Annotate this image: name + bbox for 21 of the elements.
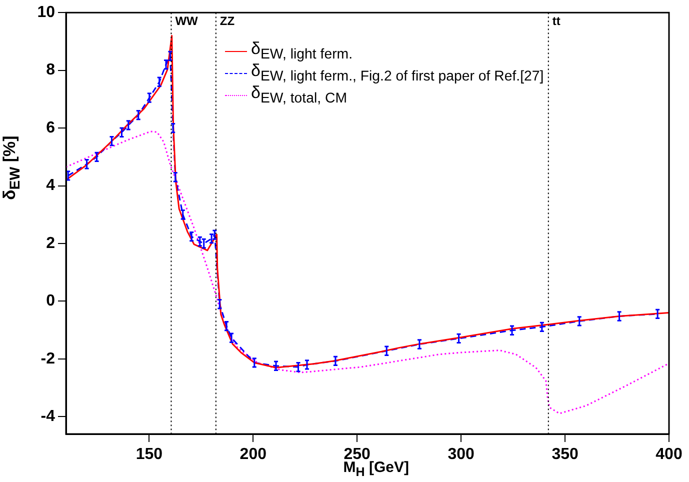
legend-label: δ$_{EW, light ferm., Fig.2 of first paper of Ref.[27]}$ bbox=[251, 61, 544, 85]
x-tick-label: 400 bbox=[656, 446, 682, 464]
legend-label: δ$_{EW, light ferm.}$ bbox=[251, 39, 353, 63]
x-tick-label: 350 bbox=[552, 446, 578, 464]
ref-line-label: ZZ bbox=[220, 14, 235, 28]
y-tick-label: 0 bbox=[46, 292, 56, 310]
x-tick-label: 200 bbox=[240, 446, 267, 464]
x-tick-label: 300 bbox=[448, 446, 475, 464]
y-tick-label: -2 bbox=[40, 350, 56, 368]
legend-label: δ$_{EW, total, CM}$ bbox=[251, 83, 347, 107]
y-tick-label: 2 bbox=[46, 234, 56, 252]
x-tick-label: 150 bbox=[136, 446, 163, 464]
y-tick-label: 4 bbox=[46, 177, 56, 194]
ref-line-label: tt bbox=[552, 14, 560, 28]
y-tick-label: -4 bbox=[40, 408, 56, 426]
y-tick-label: 6 bbox=[46, 119, 56, 136]
y-tick-label: 10 bbox=[37, 4, 56, 22]
line-series bbox=[66, 130, 669, 414]
x-axis-title: M$_{H}$ [GeV] bbox=[343, 459, 409, 479]
ref-line-label: WW bbox=[175, 14, 199, 28]
y-tick-label: 8 bbox=[46, 62, 56, 79]
